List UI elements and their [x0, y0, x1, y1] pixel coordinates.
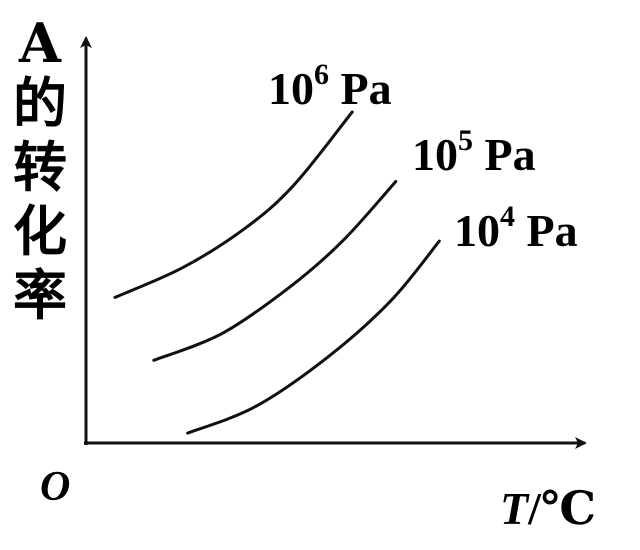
y-label-char: 化 [13, 199, 67, 263]
series-label-base: 10 [454, 205, 500, 256]
y-label-char: 转 [13, 135, 67, 199]
series-label-base: 10 [412, 129, 458, 180]
series-label-unit: Pa [329, 63, 392, 114]
y-label-char: 的 [13, 71, 67, 135]
series-label-base: 10 [268, 63, 314, 114]
series-layer [113, 110, 441, 435]
series-label-unit: Pa [473, 129, 536, 180]
curve-1e5-pa [152, 180, 398, 362]
y-axis-label: A 的 转 化 率 [13, 11, 67, 327]
curve-1e4-pa [186, 239, 441, 435]
series-label-1e6: 106 Pa [268, 58, 392, 114]
y-label-char: 率 [13, 263, 67, 327]
x-axis-label: T/℃ [500, 483, 596, 534]
series-label-unit: Pa [515, 205, 578, 256]
series-label-exponent: 6 [314, 58, 329, 91]
series-label-exponent: 5 [458, 124, 473, 157]
series-label-1e5: 105 Pa [412, 124, 536, 180]
series-label-exponent: 4 [500, 200, 515, 233]
series-label-1e4: 104 Pa [454, 200, 578, 256]
x-axis-unit: /℃ [527, 483, 596, 534]
y-label-char: A [18, 11, 62, 75]
series-labels: 106 Pa 105 Pa 104 Pa [268, 58, 578, 256]
curve-1e6-pa [113, 110, 354, 299]
origin-label: O [40, 464, 70, 510]
x-axis-variable: T [500, 483, 530, 534]
